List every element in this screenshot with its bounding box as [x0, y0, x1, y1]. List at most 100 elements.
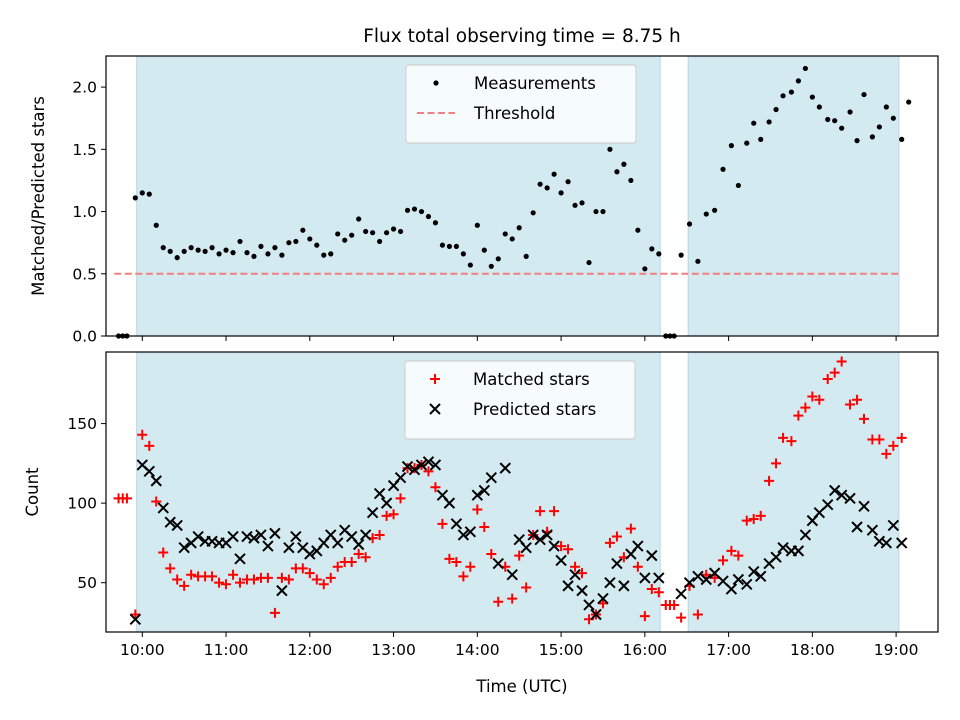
- measurements-point: [411, 206, 418, 212]
- bottom-y-tick-label: 100: [67, 495, 97, 513]
- predicted-stars-point: [485, 471, 497, 484]
- matched-stars-point: [381, 510, 392, 521]
- measurements-point: [607, 146, 613, 152]
- bottom-y-tick-label: 50: [77, 574, 97, 592]
- matched-stars-point: [214, 577, 225, 588]
- predicted-stars-point: [290, 530, 302, 543]
- predicted-stars-point: [478, 484, 491, 497]
- measurements-point: [795, 78, 802, 84]
- measurements-point: [397, 228, 404, 235]
- matched-stars-point: [332, 561, 343, 572]
- measurements-point: [467, 262, 473, 268]
- matched-stars-point: [121, 493, 132, 504]
- measurements-point: [202, 248, 208, 254]
- matched-stars-point: [165, 563, 176, 574]
- measurements-point: [383, 230, 390, 236]
- x-tick-label: 11:00: [204, 641, 249, 659]
- predicted-stars-point: [646, 549, 658, 562]
- measurements-point: [244, 250, 250, 256]
- matched-stars-point: [535, 506, 546, 517]
- measurements-point: [488, 263, 494, 269]
- predicted-stars-point: [171, 519, 183, 532]
- measurements-point: [328, 251, 334, 257]
- measurements-point: [251, 253, 257, 259]
- matched-stars-point: [786, 436, 797, 447]
- predicted-stars-point: [639, 572, 651, 584]
- measurements-point: [188, 245, 194, 251]
- predicted-stars-point: [700, 573, 712, 586]
- measurements-point: [349, 232, 355, 238]
- bottom-axes-frame: [105, 351, 939, 633]
- measurements-point: [153, 222, 159, 228]
- measurements-point: [495, 256, 501, 262]
- measurements-point: [460, 251, 466, 257]
- measurements-point: [579, 200, 585, 206]
- predicted-stars-point: [799, 529, 812, 541]
- measurements-point: [642, 266, 648, 272]
- matched-stars-point: [458, 571, 469, 582]
- measurements-point: [174, 255, 180, 261]
- matched-stars-point: [248, 574, 259, 585]
- measurements-point: [635, 227, 641, 233]
- predicted-stars-point: [844, 492, 856, 505]
- predicted-stars-point: [304, 548, 316, 560]
- predicted-stars-point: [683, 576, 696, 589]
- measurements-point: [481, 247, 487, 253]
- measurements-point: [139, 190, 145, 196]
- measurements-point: [272, 245, 278, 251]
- matched-stars-point: [771, 458, 782, 469]
- measurements-point: [802, 65, 808, 72]
- measurements-point: [906, 99, 912, 105]
- predicted-stars-point: [822, 499, 834, 511]
- predicted-stars-point: [366, 506, 379, 519]
- measurements-point: [418, 208, 425, 215]
- predicted-stars-point: [178, 541, 190, 554]
- matched-stars-point: [465, 561, 476, 572]
- matched-stars-point: [228, 569, 239, 580]
- predicted-stars-point: [653, 572, 665, 584]
- matched-stars-point: [726, 545, 737, 556]
- matched-stars-point: [360, 552, 371, 563]
- measurements-point: [572, 202, 578, 208]
- measurements-point: [307, 236, 313, 242]
- matched-stars-point: [570, 561, 581, 572]
- predicted-stars-point: [415, 459, 428, 471]
- measurements-point: [314, 242, 320, 248]
- matched-stars-point: [653, 587, 664, 598]
- x-tick-label: 18:00: [790, 641, 835, 659]
- matched-stars-point: [733, 550, 744, 561]
- measurements-point: [839, 125, 845, 131]
- predicted-stars-point: [380, 497, 393, 509]
- matched-stars-point: [755, 510, 766, 521]
- legend-box: [404, 360, 636, 440]
- measurements-point: [537, 181, 543, 187]
- measurements-point: [432, 220, 439, 226]
- predicted-stars-point: [748, 565, 760, 578]
- predicted-stars-point: [408, 464, 421, 476]
- predicted-stars-point: [129, 613, 142, 625]
- matched-stars-point: [549, 506, 560, 517]
- x-tick-label: 12:00: [287, 641, 332, 659]
- matched-stars-point: [430, 482, 441, 493]
- matched-stars-point: [793, 410, 804, 421]
- predicted-stars-point: [150, 475, 162, 487]
- measurements-point: [809, 94, 815, 100]
- predicted-stars-point: [835, 489, 848, 501]
- predicted-stars-point: [332, 537, 344, 549]
- predicted-stars-point: [741, 578, 753, 590]
- measurements-point: [237, 238, 243, 245]
- matched-stars-point: [577, 568, 588, 579]
- measurements-point: [439, 242, 446, 248]
- legend-threshold-label: Threshold: [473, 104, 555, 123]
- matched-stars-point: [646, 584, 657, 595]
- x-tick-label: 16:00: [623, 641, 668, 659]
- measurements-point: [356, 216, 362, 222]
- measurements-point: [132, 195, 138, 201]
- measurements-point: [446, 243, 453, 249]
- matched-stars-point: [829, 367, 840, 378]
- matched-stars-point: [639, 611, 650, 622]
- top-panel: 0.0 0.5 1.0 1.5 2.0 Measurements Threshold: [72, 55, 939, 346]
- matched-stars-point: [814, 394, 825, 405]
- predicted-stars-point: [576, 584, 588, 597]
- matched-stars-point: [276, 572, 287, 583]
